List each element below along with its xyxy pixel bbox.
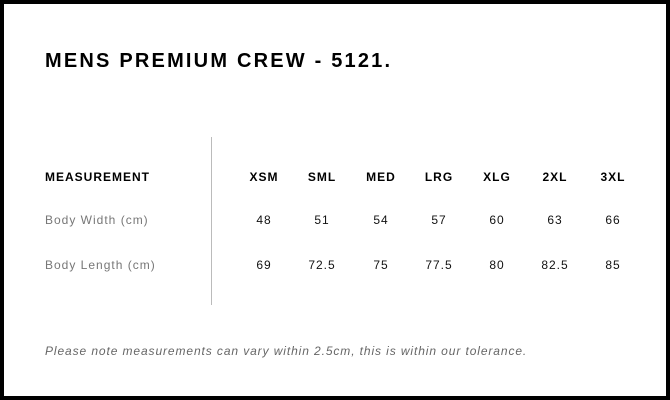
size-header: MED <box>366 170 396 184</box>
table-cell: 82.5 <box>541 258 569 272</box>
page-title: MENS PREMIUM CREW - 5121. <box>45 50 393 72</box>
table-cell: 51 <box>314 213 330 227</box>
table-cell: 72.5 <box>308 258 336 272</box>
table-cell: 85 <box>605 258 621 272</box>
row-label: Body Length (cm) <box>45 258 156 272</box>
header-measurement: MEASUREMENT <box>45 170 151 184</box>
table-cell: 57 <box>431 213 447 227</box>
table-cell: 48 <box>256 213 272 227</box>
table-cell: 80 <box>489 258 505 272</box>
table-cell: 77.5 <box>425 258 453 272</box>
column-divider <box>211 137 212 305</box>
table-cell: 63 <box>547 213 563 227</box>
size-header: XLG <box>483 170 511 184</box>
row-label: Body Width (cm) <box>45 213 149 227</box>
size-header: 2XL <box>542 170 568 184</box>
table-cell: 66 <box>605 213 621 227</box>
table-cell: 69 <box>256 258 272 272</box>
size-header: LRG <box>424 170 454 184</box>
tolerance-note: Please note measurements can vary within… <box>45 344 528 358</box>
table-cell: 54 <box>373 213 389 227</box>
size-header: SML <box>307 170 337 184</box>
size-header: XSM <box>249 170 279 184</box>
size-header: 3XL <box>600 170 626 184</box>
table-cell: 60 <box>489 213 505 227</box>
table-cell: 75 <box>373 258 389 272</box>
